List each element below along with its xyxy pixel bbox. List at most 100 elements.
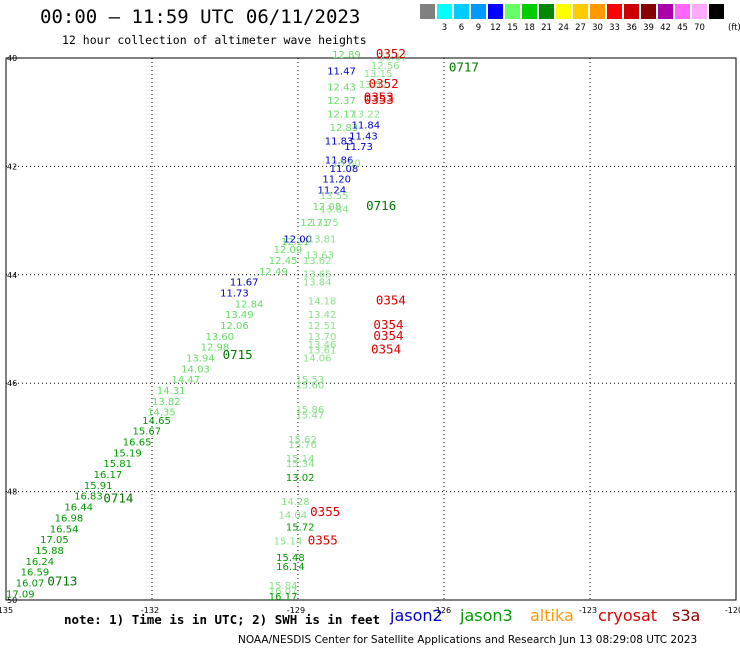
legend-label: 15	[507, 23, 518, 33]
pass-time-label: 0353	[364, 92, 394, 107]
latitude-label: 48	[7, 488, 17, 497]
legend-swatch	[573, 4, 588, 19]
legend-unit: (ft)	[728, 23, 740, 33]
wave-height-label: 15.47	[296, 410, 325, 421]
wave-height-label: 15.60	[296, 381, 325, 392]
wave-height-label: 15.88	[35, 546, 64, 557]
longitude-label: -120	[725, 606, 740, 615]
legend-swatch	[539, 4, 554, 19]
wave-height-label: 12.49	[259, 267, 288, 278]
longitude-label: -123	[579, 606, 597, 615]
wave-height-label: 12.43	[327, 83, 356, 94]
sat-cryosat: cryosat	[598, 606, 658, 625]
longitude-label: -126	[433, 606, 451, 615]
latitude-label: 50	[7, 596, 17, 605]
wave-height-label: 11.47	[327, 66, 356, 77]
wave-height-label: 12.71	[300, 218, 329, 229]
wave-height-label: 12.21	[281, 237, 310, 248]
pass-time-label: 0354	[373, 317, 403, 332]
wave-height-label: 14.03	[181, 364, 210, 375]
wave-height-label: 16.24	[25, 557, 54, 568]
legend-swatch	[624, 4, 639, 19]
wave-height-label: 12.89	[332, 50, 361, 61]
latitude-label: 40	[7, 54, 17, 63]
wave-height-label: 15.76	[288, 440, 317, 451]
legend-label: 30	[592, 23, 603, 33]
wave-height-label: 14.35	[147, 408, 176, 419]
pass-time-label: 0352	[369, 76, 399, 91]
wave-height-label: 12.06	[220, 321, 249, 332]
wave-height-label: 13.67	[378, 53, 407, 64]
longitude-label: -135	[0, 606, 13, 615]
legend-label: 21	[541, 23, 552, 33]
pass-time-label: 0354	[373, 328, 403, 343]
footer-note: note: 1) Time is in UTC; 2) SWH is in fe…	[64, 612, 381, 627]
wave-height-label: 17.09	[6, 589, 35, 600]
wave-height-label: 13.55	[320, 191, 349, 202]
wave-height-label: 13.84	[320, 204, 349, 215]
wave-height-label: 15.48	[276, 553, 305, 564]
wave-height-label: 16.65	[123, 438, 152, 449]
legend-label: 9	[475, 23, 482, 33]
wave-height-label: 12.51	[308, 321, 337, 332]
wave-height-label: 14.65	[142, 416, 171, 427]
sat-s3a: s3a	[672, 606, 701, 625]
longitude-label: -129	[287, 606, 305, 615]
wave-height-label: 16.14	[276, 562, 305, 573]
pass-time-label: 0355	[308, 533, 338, 548]
pass-time-label: 0717	[449, 60, 479, 75]
wave-height-label: 16.07	[16, 578, 45, 589]
wave-height-label: 13.70	[308, 332, 337, 343]
wave-height-label: 11.73	[220, 288, 249, 299]
wave-height-label: 15.62	[288, 435, 317, 446]
wave-height-label: 15.81	[103, 459, 132, 470]
pass-time-label: 0714	[103, 490, 133, 505]
legend-label: 33	[609, 23, 620, 33]
legend-label: 36	[626, 23, 637, 33]
latitude-label: 46	[7, 379, 17, 388]
wave-height-label: 13.75	[310, 218, 339, 229]
wave-height-label: 15.14	[274, 537, 303, 548]
wave-height-label: 14.18	[308, 297, 337, 308]
wave-height-label: 15.72	[286, 523, 315, 534]
pass-time-label: 0354	[371, 341, 401, 356]
wave-height-label: 11.08	[330, 164, 359, 175]
wave-height-label: 13.63	[305, 251, 334, 262]
wave-height-label: 11.43	[349, 131, 378, 142]
legend-label: 45	[677, 23, 688, 33]
wave-height-label: 13.49	[225, 310, 254, 321]
legend-swatch	[607, 4, 622, 19]
wave-height-label: 14.28	[281, 497, 310, 508]
wave-height-label: 11.24	[317, 186, 346, 197]
legend-label: 39	[643, 23, 654, 33]
wave-height-label: 16.98	[55, 513, 84, 524]
page-title: 00:00 – 11:59 UTC 06/11/2023	[40, 6, 361, 28]
wave-height-label: 12.09	[274, 245, 303, 256]
wave-height-label: 12.00	[283, 234, 312, 245]
wave-height-label: 17.05	[40, 535, 69, 546]
wave-height-label: 15.34	[286, 459, 315, 470]
wave-height-label: 11.73	[344, 142, 373, 153]
pass-time-label: 0716	[366, 198, 396, 213]
legend-swatch	[437, 4, 452, 19]
legend-swatch	[471, 4, 486, 19]
wave-height-label: 16.83	[74, 492, 103, 503]
wave-height-label: 12.17	[327, 110, 356, 121]
pass-time-label: 0354	[376, 293, 406, 308]
legend-label: 27	[575, 23, 586, 33]
wave-height-label: 16.54	[50, 524, 79, 535]
page-subtitle: 12 hour collection of altimeter wave hei…	[62, 33, 367, 47]
legend-label: 3	[441, 23, 448, 33]
legend-swatch	[709, 4, 724, 19]
legend-swatch	[454, 4, 469, 19]
wave-height-label: 12.45	[269, 256, 298, 267]
wave-height-label: 11.20	[322, 175, 351, 186]
legend-swatch	[590, 4, 605, 19]
wave-height-label: 13.42	[308, 310, 337, 321]
wave-height-label: 12.56	[371, 61, 400, 72]
wave-height-label: 13.46	[308, 340, 337, 351]
wave-height-label: 15.67	[133, 427, 162, 438]
legend-swatch	[675, 4, 690, 19]
wave-height-label: 12.37	[327, 96, 356, 107]
